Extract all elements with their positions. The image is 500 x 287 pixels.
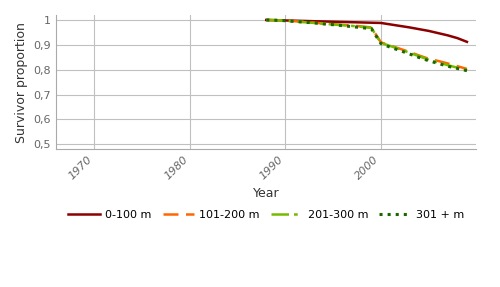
Y-axis label: Survivor proportion: Survivor proportion	[15, 22, 28, 143]
X-axis label: Year: Year	[253, 187, 280, 200]
Legend: 0-100 m, 101-200 m, 201-300 m, 301 + m: 0-100 m, 101-200 m, 201-300 m, 301 + m	[64, 206, 468, 225]
